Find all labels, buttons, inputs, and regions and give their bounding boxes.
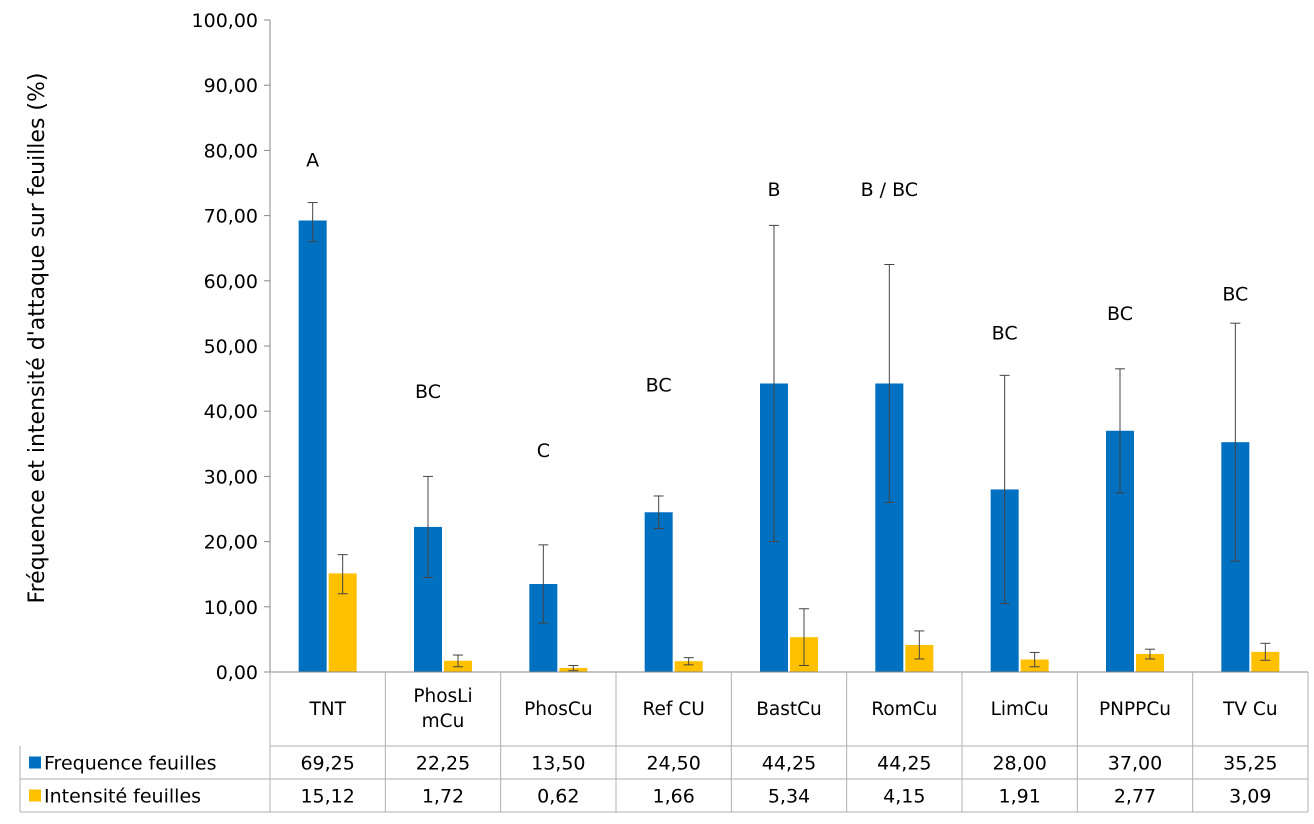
legend-swatch xyxy=(29,789,41,802)
y-tick-label: 80,00 xyxy=(204,140,258,162)
y-tick-label: 90,00 xyxy=(204,75,258,97)
significance-letters: A BC C BC B B / BC BC BC BC xyxy=(306,150,1248,462)
category-label: RomCu xyxy=(871,699,937,720)
significance-letter: B xyxy=(767,179,780,201)
bar-frequence xyxy=(298,220,327,673)
table-value: 24,50 xyxy=(646,753,700,775)
significance-letter: BC xyxy=(415,381,441,403)
table-value: 2,77 xyxy=(1114,786,1156,808)
category-label: mCu xyxy=(422,711,465,732)
table-value: 1,66 xyxy=(653,786,695,808)
error-bars xyxy=(307,202,1271,672)
category-label: TNT xyxy=(308,699,346,720)
table-value: 37,00 xyxy=(1108,753,1162,775)
table-value: 44,25 xyxy=(762,753,816,775)
y-tick-label: 70,00 xyxy=(204,206,258,228)
significance-letter: BC xyxy=(1222,283,1248,305)
table-value: 28,00 xyxy=(992,753,1046,775)
significance-letter: BC xyxy=(1107,303,1133,325)
table-value: 0,62 xyxy=(537,786,579,808)
category-label: Ref CU xyxy=(643,699,705,720)
y-tick-label: 100,00 xyxy=(192,10,258,32)
category-label: BastCu xyxy=(756,699,822,720)
category-label: TV Cu xyxy=(1222,699,1277,720)
y-tick-label: 10,00 xyxy=(204,597,258,619)
bar-frequence xyxy=(644,512,673,672)
category-label: LimCu xyxy=(991,699,1049,720)
y-tick-label: 0,00 xyxy=(216,662,258,684)
significance-letter: BC xyxy=(646,375,672,397)
y-axis: 0,00 10,00 20,00 30,00 40,00 50,00 60,00 70,00 8… xyxy=(192,10,271,684)
table-value: 44,25 xyxy=(877,753,931,775)
table-value: 69,25 xyxy=(300,753,354,775)
category-label: PhosLi xyxy=(413,686,472,707)
bar-intensite xyxy=(1251,651,1280,672)
table-value: 15,12 xyxy=(300,786,354,808)
y-tick-label: 40,00 xyxy=(204,401,258,423)
table-value: 35,25 xyxy=(1223,753,1277,775)
table-value: 13,50 xyxy=(531,753,585,775)
significance-letter: BC xyxy=(992,322,1018,344)
y-tick-label: 50,00 xyxy=(204,336,258,358)
significance-letter: A xyxy=(306,150,319,172)
bars xyxy=(298,220,1280,673)
y-tick-label: 30,00 xyxy=(204,466,258,488)
y-tick-label: 20,00 xyxy=(204,532,258,554)
data-table: TNT PhosLi mCu PhosCu Ref CU BastCu RomCu LimCu… xyxy=(19,671,1309,813)
bar-intensite xyxy=(1136,653,1164,672)
significance-letter: B / BC xyxy=(861,179,918,201)
table-value: 5,34 xyxy=(768,786,810,808)
bar-intensite xyxy=(674,661,703,672)
legend-label: Intensité feuilles xyxy=(44,786,201,808)
table-value: 4,15 xyxy=(883,786,925,808)
legend-swatch xyxy=(29,756,41,769)
category-label: PhosCu xyxy=(524,699,592,720)
significance-letter: C xyxy=(537,440,550,462)
table-value: 1,91 xyxy=(999,786,1041,808)
table-value: 1,72 xyxy=(422,786,464,808)
y-tick-label: 60,00 xyxy=(204,271,258,293)
y-axis-label: Fréquence et intensité d'attaque sur feu… xyxy=(25,73,50,604)
table-value: 22,25 xyxy=(416,753,470,775)
table-value: 3,09 xyxy=(1229,786,1271,808)
category-label: PNPPCu xyxy=(1099,699,1171,720)
legend-label: Frequence feuilles xyxy=(44,753,216,775)
